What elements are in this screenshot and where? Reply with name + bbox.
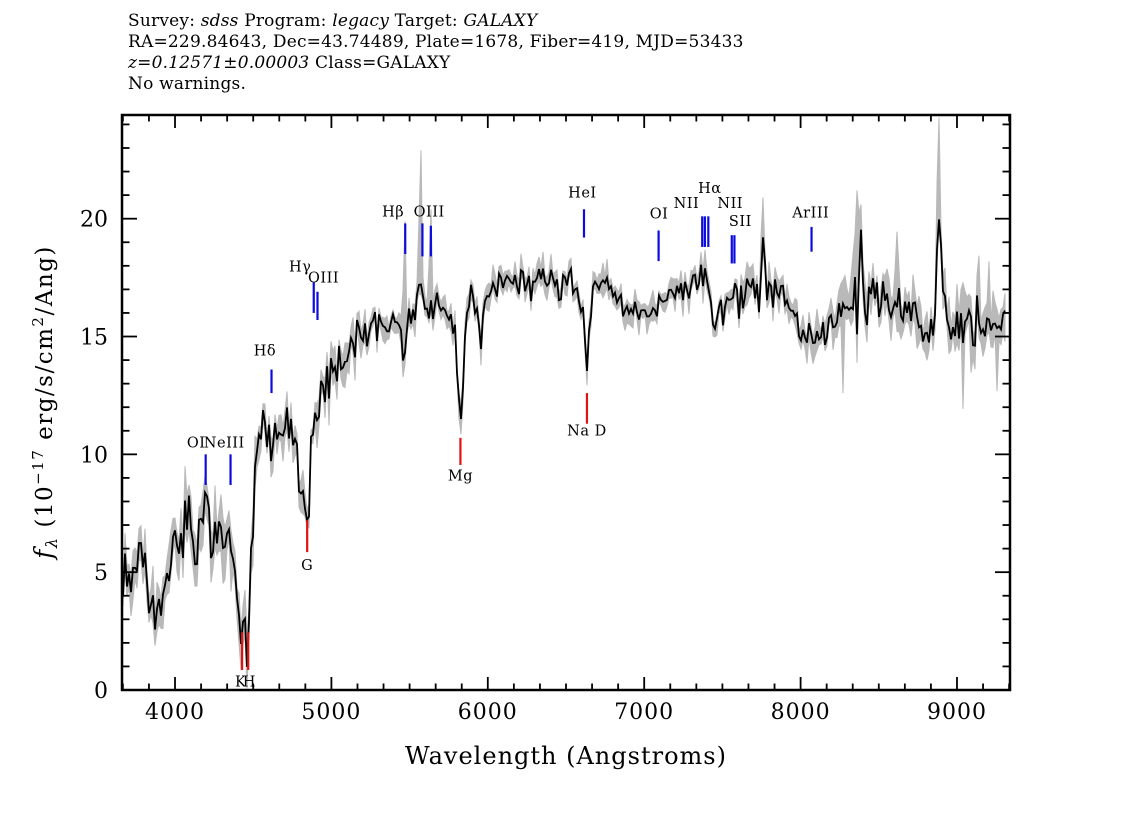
emission-line-label-nii6548: NII	[674, 196, 700, 212]
x-axis-tick-label-9000: 9000	[927, 700, 987, 725]
header-text-segment: Survey:	[128, 11, 201, 31]
x-axis-title: Wavelength (Angstroms)	[405, 742, 727, 770]
error-envelope-path	[122, 117, 1006, 689]
y-axis-tick-label-5: 5	[94, 561, 108, 586]
header-text-segment: sdss	[200, 11, 239, 31]
flux-spectrum-path	[122, 219, 1006, 667]
header-text-segment: No warnings.	[128, 74, 247, 94]
header-text-segment: legacy	[332, 11, 390, 31]
y-axis-title-segment: λ	[42, 536, 61, 549]
header-text-segment: Program:	[238, 11, 333, 31]
header-text-segment: GALAXY	[463, 11, 538, 31]
coords-line: RA=229.84643, Dec=43.74489, Plate=1678, …	[128, 32, 744, 53]
header-text-segment: Target:	[389, 11, 464, 31]
emission-line-label-oii3727: OI	[187, 435, 206, 451]
y-axis-title-segment: f	[29, 546, 58, 561]
emission-line-label-hei5876: HeI	[568, 185, 596, 201]
emission-line-label-neiii3869: NeIII	[204, 435, 245, 451]
x-axis-tick-label-5000: 5000	[301, 700, 361, 725]
header-text-segment: z=0.12571±0.00003	[128, 53, 310, 73]
y-axis-tick-label-15: 15	[80, 326, 108, 351]
y-axis-title-segment: erg/s/cm	[32, 327, 58, 449]
y-axis-tick-label-0: 0	[94, 679, 108, 704]
absorption-line-label-mg: Mg	[448, 468, 473, 484]
header-text-segment: RA=229.84643, Dec=43.74489, Plate=1678, …	[128, 32, 744, 52]
absorption-line-label-ca_k: K	[235, 674, 247, 690]
redshift-line: z=0.12571±0.00003 Class=GALAXY	[128, 53, 744, 74]
plot-frame	[120, 113, 1012, 692]
emission-line-label-oiii4363: OIII	[308, 270, 339, 286]
header-text-segment: Class=GALAXY	[309, 53, 451, 73]
emission-line-label-hbeta: Hβ	[382, 204, 404, 220]
y-axis-title: fλ (10−17 erg/s/cm2/Ang)	[29, 245, 61, 561]
y-axis-title-segment: 2	[29, 316, 47, 327]
spectrum-header: Survey: sdss Program: legacy Target: GAL…	[128, 11, 744, 95]
x-axis-tick-label-8000: 8000	[771, 700, 831, 725]
emission-line-label-sii6716: SII	[729, 214, 752, 230]
warnings-line: No warnings.	[128, 74, 744, 95]
y-axis-title-segment: /Ang)	[32, 245, 58, 315]
y-axis-tick-label-10: 10	[80, 443, 108, 468]
emission-line-label-hdelta: Hδ	[254, 343, 276, 359]
x-axis-tick-label-7000: 7000	[614, 700, 674, 725]
x-axis-tick-label-6000: 6000	[458, 700, 518, 725]
absorption-line-label-nad: Na D	[567, 423, 607, 439]
y-axis-tick-label-20: 20	[80, 208, 108, 233]
emission-line-label-hgamma: Hγ	[289, 260, 311, 276]
x-axis-tick-label-4000: 4000	[145, 700, 205, 725]
emission-line-label-nii6583: NII	[717, 196, 743, 212]
survey-line: Survey: sdss Program: legacy Target: GAL…	[128, 11, 744, 32]
y-axis-title-segment: −17	[29, 449, 47, 485]
emission-line-label-oi6300: OI	[650, 207, 669, 223]
y-axis-title-segment: (10	[32, 485, 58, 537]
emission-line-label-oiii4959: OIII	[414, 204, 445, 220]
emission-line-label-halpha: Hα	[698, 181, 721, 197]
emission-line-label-ariii7136: ArIII	[791, 206, 829, 222]
absorption-line-label-ca_h: H	[243, 674, 256, 690]
absorption-line-label-gband: G	[301, 558, 313, 574]
